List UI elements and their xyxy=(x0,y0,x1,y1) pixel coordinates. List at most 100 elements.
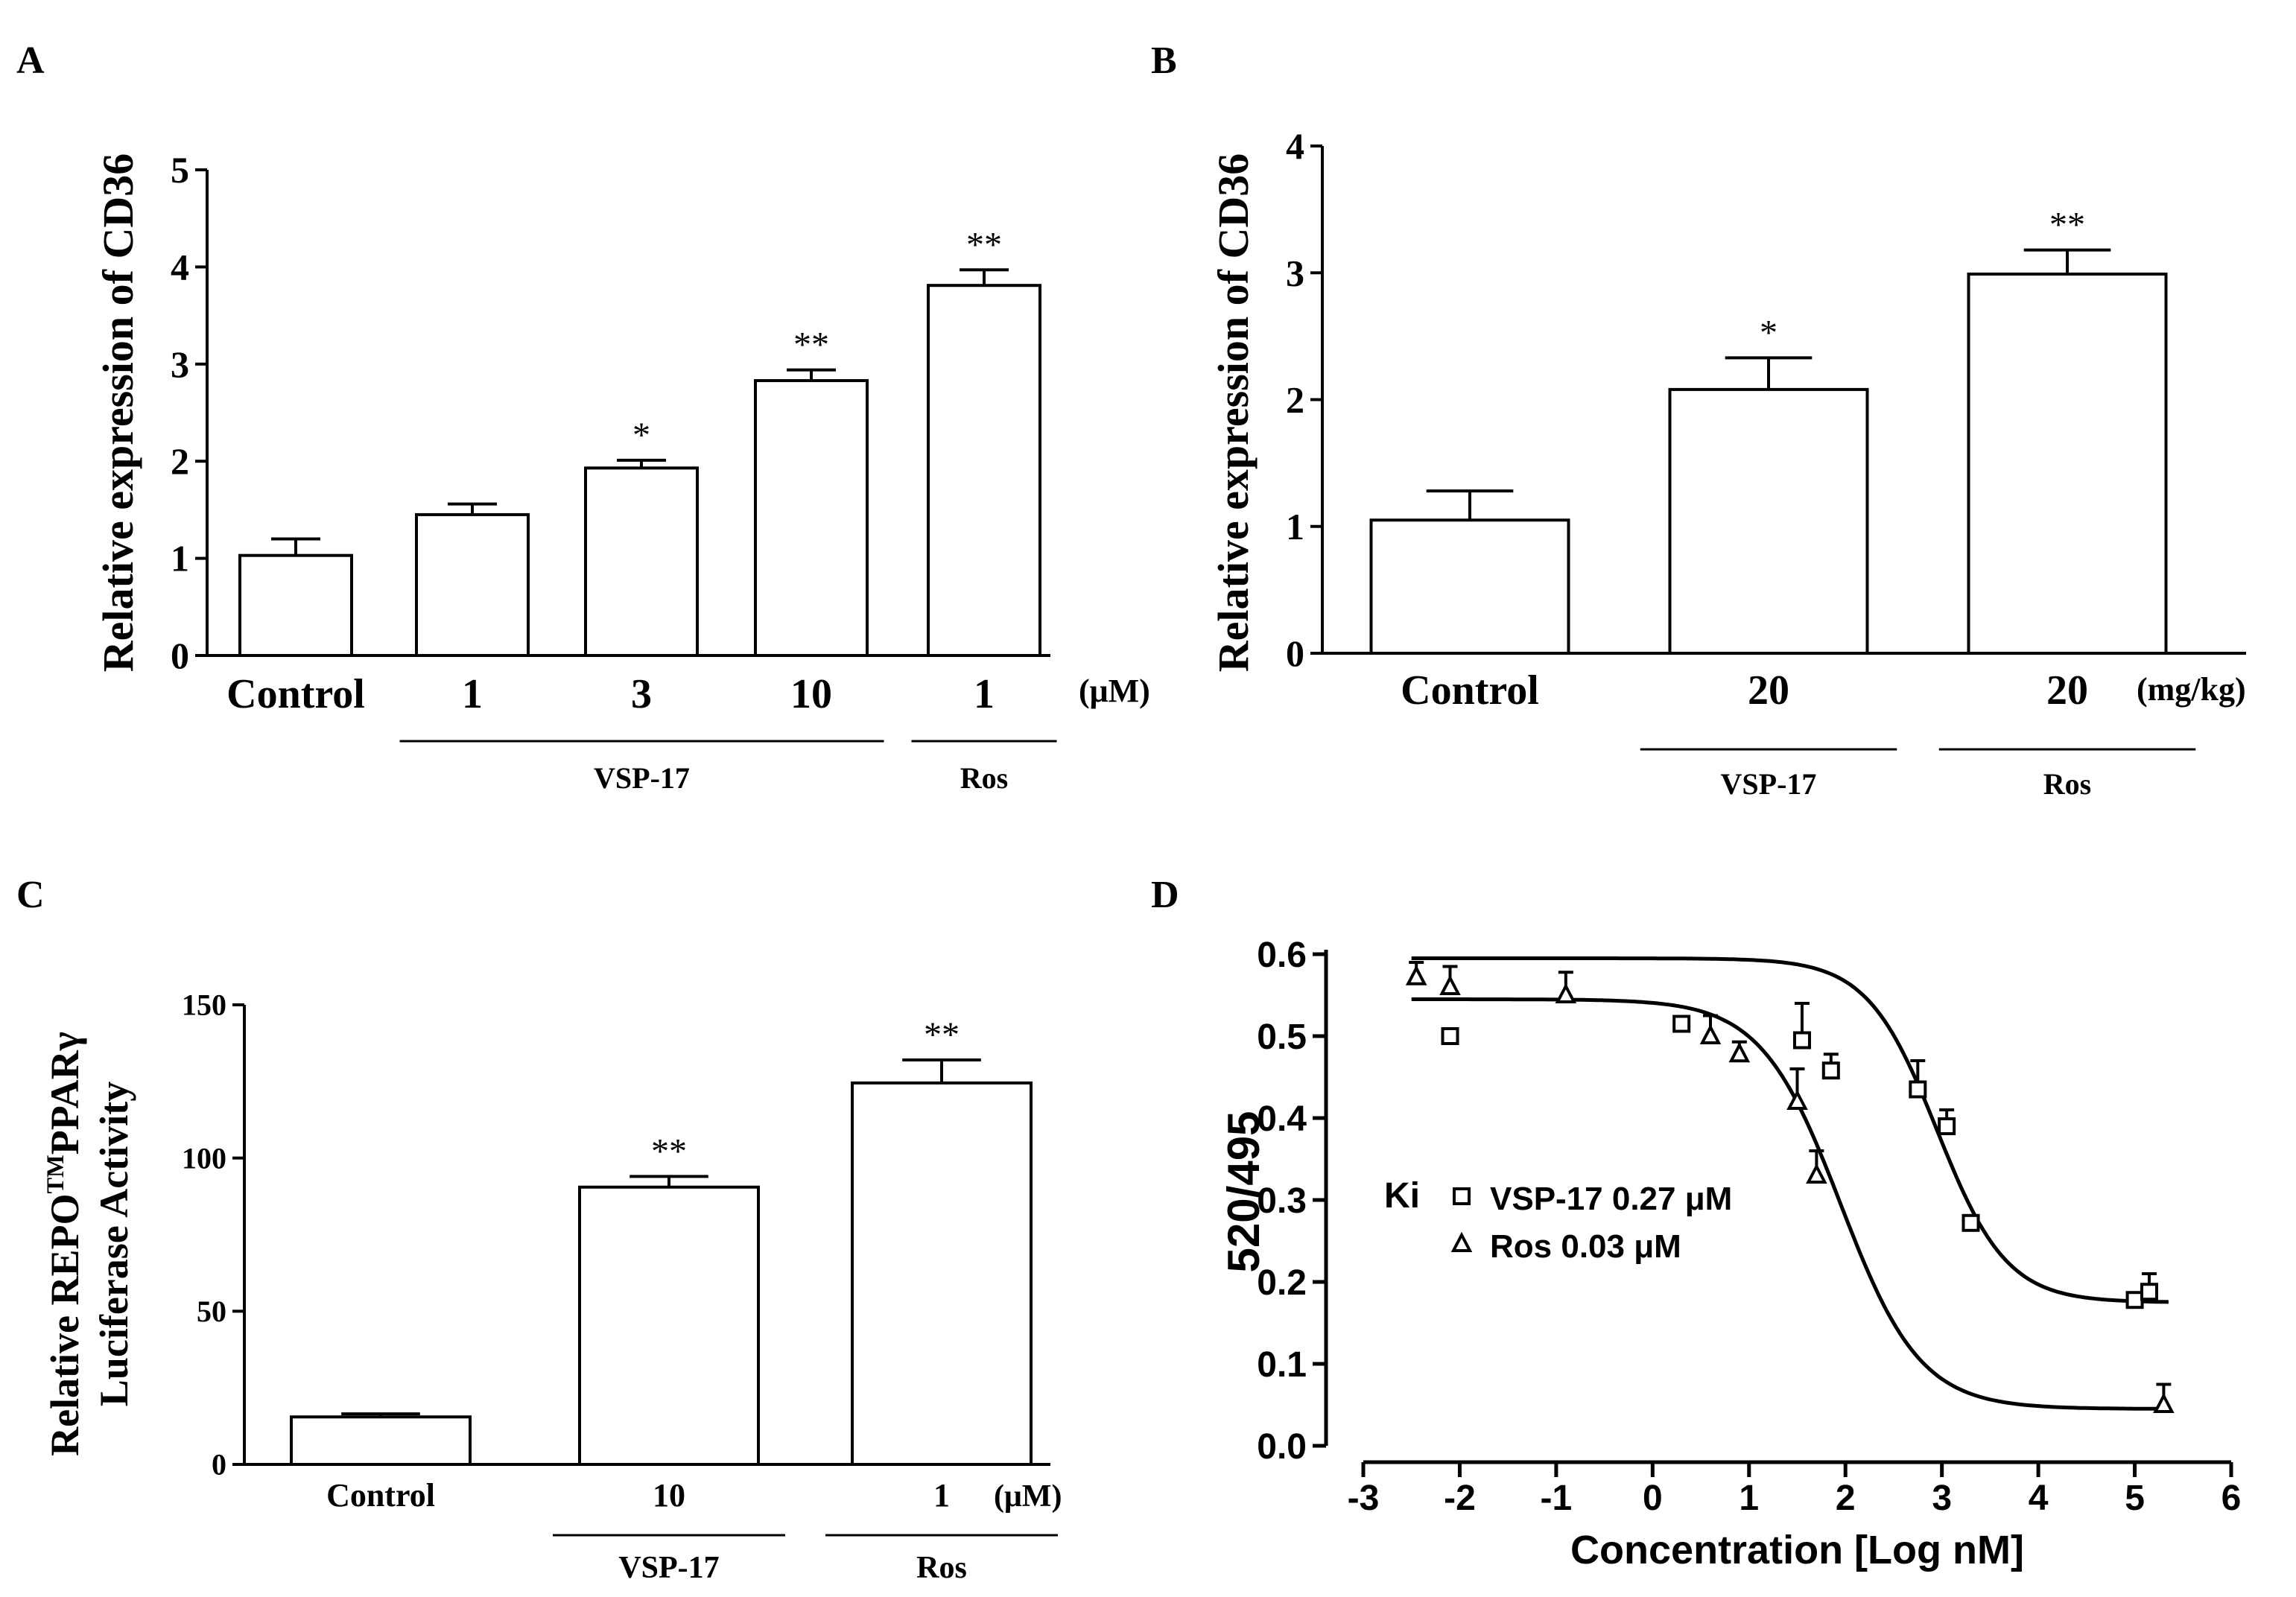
x-tick-label: 5 xyxy=(2125,1479,2145,1518)
panel-a: A 0 1 2 3 4 5 Relative expression of CD36 Contro… xyxy=(16,39,1150,795)
data-point-triangle xyxy=(1439,974,1461,995)
category-label: 20 xyxy=(1748,667,1789,714)
category-label: Control xyxy=(226,671,365,717)
x-tick-label: 3 xyxy=(1932,1479,1952,1518)
significance-marker: * xyxy=(1760,313,1778,352)
significance-marker: ** xyxy=(966,225,1002,264)
data-point-square xyxy=(1792,1031,1811,1050)
category-label: 1 xyxy=(974,671,995,717)
group-label: Ros xyxy=(2043,767,2091,801)
bar xyxy=(238,553,353,657)
legend-marker xyxy=(1453,1187,1471,1205)
data-point-square xyxy=(1938,1117,1956,1135)
unit-label: (μM) xyxy=(1079,673,1150,709)
bar xyxy=(578,1185,760,1466)
legend-entry: Ros 0.03 μM xyxy=(1490,1228,1681,1265)
data-point-square xyxy=(2125,1291,2144,1309)
legend-prefix: Ki xyxy=(1384,1176,1420,1216)
bar xyxy=(1668,387,1869,655)
category-label: 1 xyxy=(933,1477,950,1514)
y-tick-label: 1 xyxy=(171,538,189,580)
legend-entry: VSP-17 0.27 μM xyxy=(1490,1181,1732,1217)
x-tick-label: -3 xyxy=(1348,1479,1380,1518)
data-point-triangle xyxy=(1728,1041,1751,1063)
data-point-square xyxy=(1909,1080,1927,1099)
x-tick-label: -2 xyxy=(1444,1479,1476,1518)
y-tick-label: 3 xyxy=(171,343,189,385)
category-label: 20 xyxy=(2046,667,2088,714)
category-label: 10 xyxy=(790,671,832,717)
legend-marker xyxy=(1450,1231,1473,1252)
x-axis-label: Concentration [Log nM] xyxy=(1570,1528,2024,1572)
y-axis-label: Relative expression of CD36 xyxy=(1209,153,1258,672)
data-point-triangle xyxy=(1405,965,1427,985)
panel-label: C xyxy=(16,874,45,916)
significance-marker: ** xyxy=(793,326,829,365)
y-tick-label: 0.1 xyxy=(1257,1345,1307,1385)
bar xyxy=(927,284,1041,657)
y-tick-label: 0 xyxy=(212,1448,226,1482)
category-label: Control xyxy=(326,1477,435,1514)
y-axis-label-line2: Luciferase Activity xyxy=(92,1082,136,1406)
group-label: Ros xyxy=(916,1551,967,1585)
fit-curve-ros xyxy=(1411,997,2169,1411)
y-tick-label: 50 xyxy=(197,1295,226,1328)
fit-curve-vsp17 xyxy=(1411,956,2169,1304)
x-tick-label: 4 xyxy=(2029,1479,2049,1518)
bar xyxy=(415,512,530,657)
category-label: 1 xyxy=(462,671,483,717)
y-tick-label: 150 xyxy=(182,988,226,1022)
panel-label: D xyxy=(1151,874,1179,916)
y-tick-label: 4 xyxy=(171,246,189,288)
data-point-triangle xyxy=(1555,982,1577,1003)
panel-label: A xyxy=(16,39,45,82)
bar xyxy=(1369,518,1570,655)
y-tick-label: 0.6 xyxy=(1257,936,1307,975)
group-label: Ros xyxy=(960,761,1008,795)
unit-label: (μM) xyxy=(994,1479,1062,1514)
y-tick-label: 4 xyxy=(1286,125,1304,167)
y-tick-label: 0 xyxy=(171,635,189,676)
x-tick-label: 1 xyxy=(1739,1479,1759,1518)
data-point-triangle xyxy=(1806,1163,1827,1184)
bar xyxy=(851,1081,1033,1466)
panel-label: B xyxy=(1151,39,1177,82)
x-tick-label: 6 xyxy=(2222,1479,2242,1518)
y-tick-label: 0.4 xyxy=(1257,1099,1307,1139)
significance-marker: ** xyxy=(2049,206,2085,245)
data-point-triangle xyxy=(1786,1089,1808,1110)
panel-d: D 0.0 0.1 0.2 0.3 0.4 0.5 0.6 -3 -2 -1 0 1 2 3 4 5 6 Conce… xyxy=(1151,874,2241,1572)
y-tick-label: 3 xyxy=(1286,252,1304,293)
significance-marker: ** xyxy=(924,1015,960,1055)
data-point-square xyxy=(1821,1061,1840,1080)
category-label: 10 xyxy=(653,1477,685,1514)
y-axis-label-superscript: TM xyxy=(42,1155,69,1193)
y-axis-label: 520/495 xyxy=(1219,1111,1269,1273)
bar xyxy=(290,1415,472,1466)
y-tick-label: 0.0 xyxy=(1257,1427,1307,1467)
y-tick-label: 0.5 xyxy=(1257,1017,1307,1057)
y-tick-label: 0.3 xyxy=(1257,1181,1307,1221)
y-tick-label: 1 xyxy=(1286,506,1304,547)
y-tick-label: 100 xyxy=(182,1141,226,1175)
significance-marker: ** xyxy=(651,1131,687,1171)
data-point-triangle xyxy=(2153,1392,2175,1413)
y-axis-label: Relative expression of CD36 xyxy=(94,153,142,672)
data-point-square xyxy=(1962,1213,1980,1232)
group-label: VSP-17 xyxy=(618,1551,719,1585)
category-label: 3 xyxy=(631,671,652,717)
y-tick-label: 0.2 xyxy=(1257,1263,1307,1303)
group-label: VSP-17 xyxy=(1721,767,1817,801)
data-point-square xyxy=(1672,1015,1691,1033)
bar xyxy=(584,466,699,657)
panel-b: B 0 1 2 3 4 Relative expression of CD36 Control… xyxy=(1151,39,2246,801)
y-tick-label: 0 xyxy=(1286,632,1304,674)
y-axis-label-part: PPARγ xyxy=(42,1032,87,1155)
y-tick-label: 5 xyxy=(171,149,189,191)
data-point-square xyxy=(1441,1027,1459,1045)
y-tick-label: 2 xyxy=(171,440,189,482)
y-tick-label: 2 xyxy=(1286,379,1304,421)
x-tick-label: 0 xyxy=(1643,1479,1663,1518)
y-axis-label-part: Relative REPO xyxy=(42,1193,87,1455)
